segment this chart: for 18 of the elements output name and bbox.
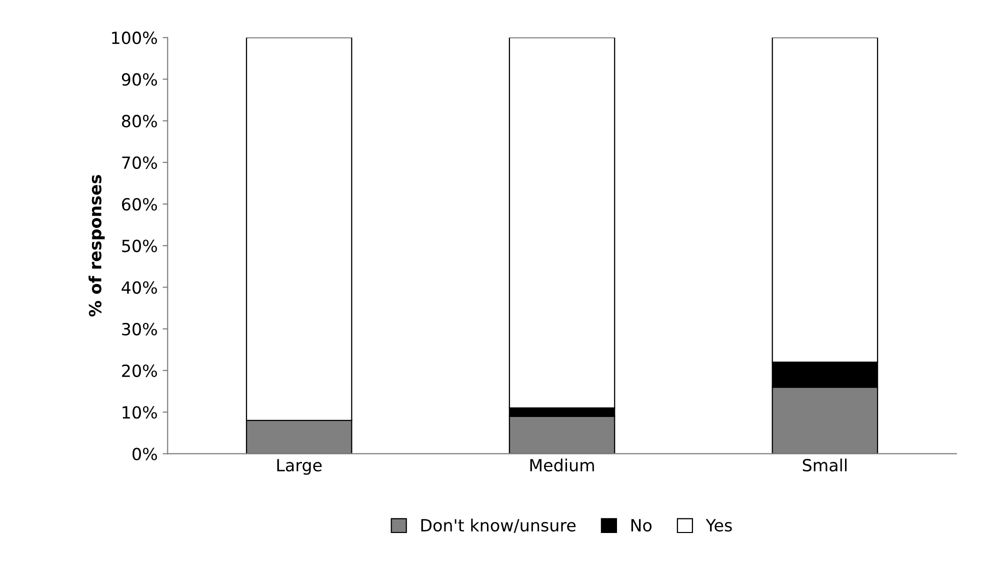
y-tick-label: 40% [122,281,157,294]
y-tick-label: 80% [122,114,157,128]
y-tick-label: 50% [122,240,157,252]
legend-label: Don't know/unsure [421,518,576,533]
y-tick-label: 100% [112,32,157,44]
y-tick-label: 30% [122,322,157,336]
y-tick-label: 20% [122,364,157,378]
y-tick-label: 60% [122,198,157,211]
y-tick-label: 0% [132,448,157,460]
legend-label: No [631,519,652,532]
y-tick-label: 10% [122,406,157,419]
y-tick-label: 90% [122,73,157,86]
x-tick-label: Small [802,458,847,472]
y-axis-title: % of responses [88,175,105,317]
y-tick-label: 70% [122,156,157,169]
x-tick-label: Large [277,459,322,475]
legend-label: Yes [706,519,732,532]
x-tick-label: Medium [530,458,594,472]
